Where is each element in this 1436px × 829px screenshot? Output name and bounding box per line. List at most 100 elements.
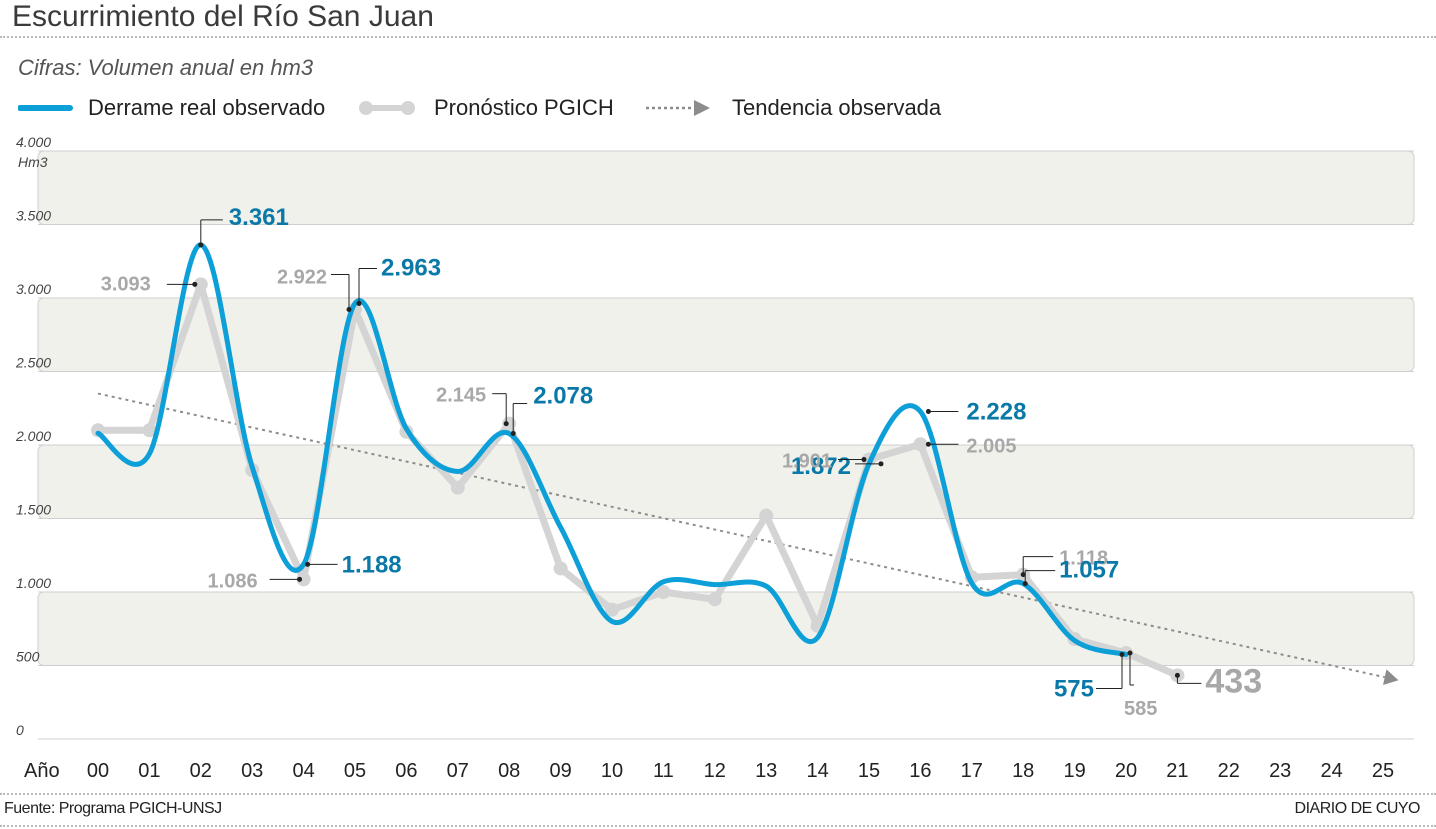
forecast-point xyxy=(296,572,311,587)
forecast-point xyxy=(707,592,722,607)
annotation-forecast-15: 1.901 xyxy=(782,451,867,473)
y-tick-label: 3.000 xyxy=(16,281,51,297)
band-2 xyxy=(37,297,1415,372)
y-tick-label: 3.500 xyxy=(16,208,51,224)
trend-series xyxy=(97,392,1399,685)
annotation-label: 433 xyxy=(1205,662,1262,700)
annotation-dot xyxy=(1127,650,1133,656)
annotation-label: 575 xyxy=(1054,675,1094,702)
annotation-real-8: 2.078 xyxy=(510,383,593,437)
footer-divider xyxy=(0,793,1436,795)
y-tick-label: 500 xyxy=(16,649,40,665)
x-tick-label: 23 xyxy=(1269,760,1291,782)
annotation-real-18: 1.057 xyxy=(1022,557,1119,587)
legend-forecast-swatch xyxy=(359,101,415,115)
annotation-real-15: 1.872 xyxy=(791,453,884,480)
chart-title: Escurrimiento del Río San Juan xyxy=(12,0,434,33)
annotation-label: 2.963 xyxy=(381,254,441,281)
y-tick-label: 2.000 xyxy=(15,428,51,444)
y-tick-label: 0 xyxy=(16,722,24,738)
annotation-dot xyxy=(1022,581,1028,587)
annotation-dot xyxy=(510,431,516,437)
y-unit-label: Hm3 xyxy=(18,154,48,170)
annotation-forecast-20: 585 xyxy=(1124,650,1157,720)
source-note: Fuente: Programa PGICH-UNSJ xyxy=(4,800,222,817)
legend-trend-label: Tendencia observada xyxy=(732,95,942,120)
annotation-label: 3.361 xyxy=(229,204,289,231)
y-tick-label: 2.500 xyxy=(15,355,51,371)
annotation-label: 2.922 xyxy=(277,266,327,288)
annotation-dot xyxy=(346,306,352,312)
annotation-dot xyxy=(198,242,204,248)
annotation-real-20: 575 xyxy=(1054,651,1125,702)
annotation-label: 1.872 xyxy=(791,453,851,480)
legend-forecast-label: Pronóstico PGICH xyxy=(434,95,614,120)
forecast-point xyxy=(193,277,208,292)
annotations: 3.361 3.093 1.086 1.188 2.922 2.963 2.145 2.078… xyxy=(101,204,1262,720)
x-tick-label: 21 xyxy=(1166,760,1188,782)
x-tick-label: 22 xyxy=(1218,760,1240,782)
annotation-label: 2.005 xyxy=(966,435,1016,457)
legend-swatches xyxy=(18,100,710,116)
forecast-point xyxy=(656,585,671,599)
annotation-dot xyxy=(878,461,884,467)
annotation-dot xyxy=(192,281,198,287)
band-1 xyxy=(37,444,1415,519)
annotation-label: 2.145 xyxy=(436,385,486,407)
forecast-point xyxy=(759,508,774,523)
x-tick-label: 14 xyxy=(806,760,828,782)
x-tick-label: 05 xyxy=(344,760,366,782)
x-tick-label: 25 xyxy=(1372,760,1394,782)
trend-line xyxy=(97,392,1385,679)
bottom-divider xyxy=(0,825,1436,827)
annotation-dot xyxy=(925,441,931,447)
forecast-point xyxy=(142,423,157,438)
x-tick-label: 12 xyxy=(704,760,726,782)
annotation-forecast-8: 2.145 xyxy=(436,385,509,427)
x-tick-label: 16 xyxy=(909,760,931,782)
annotation-label: 1.901 xyxy=(782,451,832,473)
annotation-dot xyxy=(1119,651,1125,657)
annotation-forecast-16: 2.005 xyxy=(925,435,1016,457)
annotation-label: 2.228 xyxy=(966,398,1026,425)
x-tick-label: 20 xyxy=(1115,760,1137,782)
x-tick-label: 02 xyxy=(190,760,212,782)
forecast-line xyxy=(94,280,1181,679)
annotation-label: 1.057 xyxy=(1059,557,1119,584)
annotation-label: 1.086 xyxy=(208,570,258,592)
annotation-label: 585 xyxy=(1124,698,1157,720)
annotation-dot xyxy=(305,561,311,567)
x-tick-label: 17 xyxy=(961,760,983,782)
x-tick-label: 00 xyxy=(87,760,109,782)
legend-trend-swatch xyxy=(646,100,710,116)
x-tick-label: 09 xyxy=(549,760,571,782)
x-tick-label: 24 xyxy=(1320,760,1342,782)
forecast-point xyxy=(450,480,465,495)
x-tick-label: 07 xyxy=(447,760,469,782)
annotation-label: 2.078 xyxy=(533,383,593,410)
legend-real-label: Derrame real observado xyxy=(88,95,326,120)
y-tick-label: 1.500 xyxy=(16,502,51,518)
forecast-point xyxy=(553,561,568,576)
annotation-dot xyxy=(297,576,303,582)
annotation-forecast-5: 2.922 xyxy=(277,266,352,312)
y-tick-label: 1.000 xyxy=(16,575,51,591)
annotation-forecast-2: 3.093 xyxy=(101,273,198,295)
publisher-name: DIARIO DE CUYO xyxy=(1294,800,1421,817)
forecast-point xyxy=(913,437,928,452)
x-tick-label: 04 xyxy=(292,760,314,782)
x-tick-label: 03 xyxy=(241,760,263,782)
annotation-label: 1.188 xyxy=(342,551,402,578)
x-axis-title: Año xyxy=(24,760,60,782)
x-tick-label: 11 xyxy=(653,760,674,782)
annotation-dot xyxy=(1020,572,1026,578)
x-tick-label: 19 xyxy=(1063,760,1085,782)
x-tick-label: 18 xyxy=(1012,760,1034,782)
annotation-dot xyxy=(861,457,867,463)
x-tick-label: 01 xyxy=(138,760,160,782)
x-tick-label: 06 xyxy=(395,760,417,782)
legend: Derrame real observado Pronóstico PGICH … xyxy=(18,94,1018,122)
forecast-point xyxy=(605,602,619,617)
chart-subtitle: Cifras: Volumen anual en hm3 xyxy=(18,55,314,80)
